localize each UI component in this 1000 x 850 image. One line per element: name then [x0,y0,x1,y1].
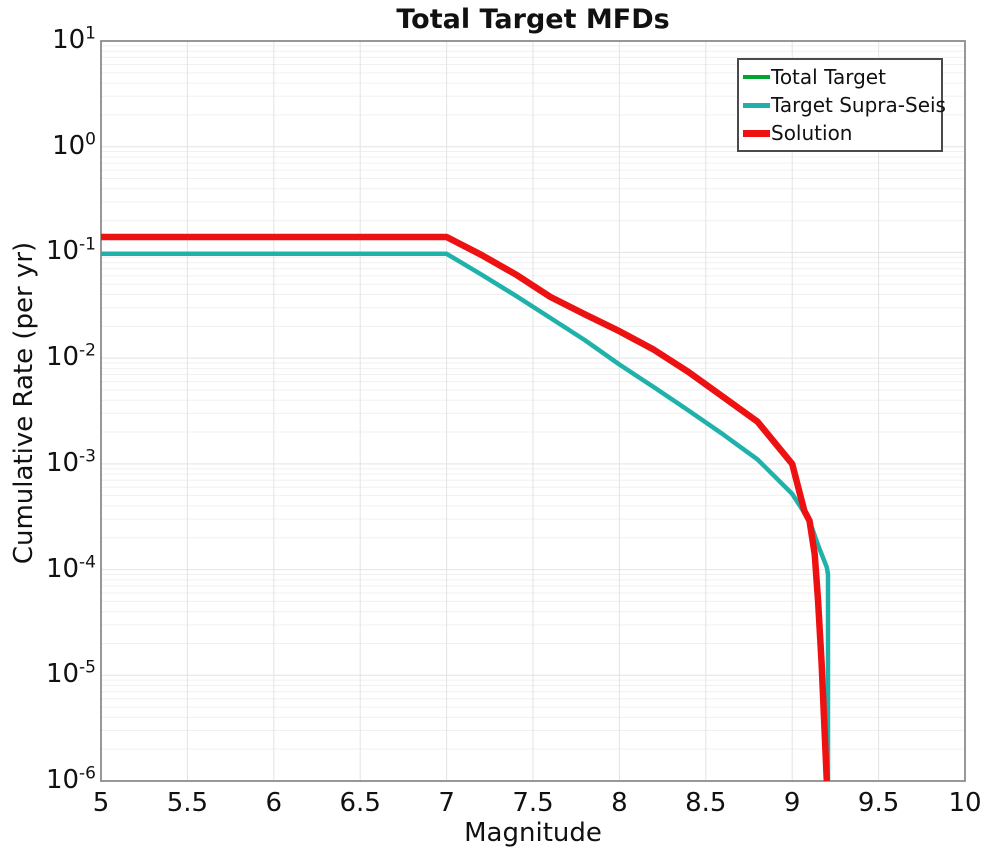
x-tick-label: 10 [948,788,982,818]
x-axis-title: Magnitude [464,818,602,848]
legend-line-swatch [743,129,770,137]
y-axis-title: Cumulative Rate (per yr) [9,241,39,565]
series-line-total-target [101,235,829,782]
x-tick-label: 6 [265,788,283,818]
legend-line-swatch [743,75,770,79]
y-tick-label: 10-6 [45,763,96,795]
y-tick-label: 100 [52,129,96,161]
x-tick-label: 7 [438,788,455,818]
x-tick-label: 8 [611,788,628,818]
y-tick-label: 10-2 [45,340,96,373]
x-tick-label: 5.5 [166,788,209,818]
x-tick-label: 9 [783,788,801,818]
legend-label: Solution [771,121,853,145]
y-tick-label: 10-4 [45,551,96,584]
x-tick-label: 8.5 [685,788,727,818]
y-tick-label: 10-5 [45,657,96,690]
series-line-target-supra-seis [101,251,831,781]
x-tick-label: 6.5 [339,788,381,818]
x-tick-label: 5 [92,788,110,818]
y-tick-label: 101 [52,23,96,55]
x-tick-label: 7.5 [512,788,554,818]
x-tick-label: 9.5 [857,788,900,818]
plot-border [100,40,966,782]
legend-item-solution: Solution [743,119,941,147]
y-tick-label: 10-3 [45,446,96,478]
series-line-solution [101,233,831,782]
legend-label: Target Supra-Seis [771,93,946,117]
chart-title: Total Target MFDs [396,4,670,35]
legend-item-total-target: Total Target [743,63,941,91]
y-tick-label: 10-1 [45,234,96,267]
grid-layer [100,40,966,782]
legend-item-target-supra-seis: Target Supra-Seis [743,91,946,119]
legend-label: Total Target [771,65,886,89]
legend-line-swatch [743,102,770,108]
series-layer [101,233,831,782]
legend: Total Target Target Supra-Seis Solution [737,58,946,152]
